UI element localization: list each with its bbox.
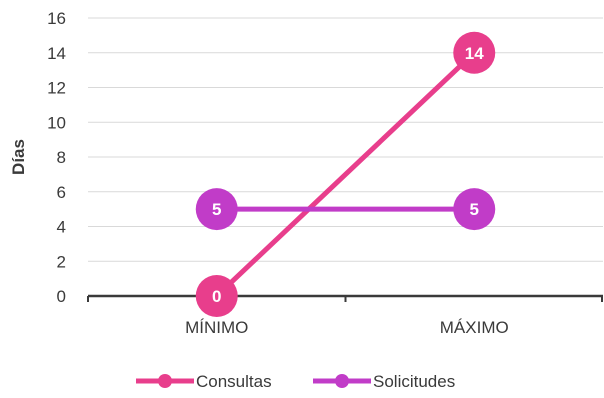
y-tick-label: 10: [47, 113, 66, 132]
data-label: 14: [465, 44, 484, 63]
legend: Consultas Solicitudes: [136, 372, 455, 391]
series-lines: 0 14 5 5: [195, 31, 496, 317]
x-axis: [87, 294, 603, 302]
y-tick-label: 0: [57, 287, 66, 306]
x-tick-label: MÁXIMO: [440, 318, 509, 337]
y-tick-label: 6: [57, 183, 66, 202]
y-axis-label: Días: [9, 139, 28, 175]
series-line-consultas: [214, 50, 477, 299]
y-tick-label: 4: [57, 218, 66, 237]
legend-swatch-marker: [158, 374, 172, 388]
legend-swatch-marker: [335, 374, 349, 388]
x-tick-label: MÍNIMO: [185, 318, 248, 337]
data-label: 5: [212, 200, 221, 219]
y-tick-label: 14: [47, 44, 66, 63]
legend-label: Consultas: [196, 372, 272, 391]
data-point-solicitudes: [453, 188, 496, 231]
data-point-consultas: [453, 31, 496, 74]
data-label: 5: [470, 200, 479, 219]
x-axis-ticks: MÍNIMO MÁXIMO: [185, 318, 509, 337]
y-tick-label: 8: [57, 148, 66, 167]
y-axis-ticks: 0 2 4 6 8 10 12 14 16: [47, 9, 66, 306]
y-tick-label: 16: [47, 9, 66, 28]
y-tick-label: 2: [57, 252, 66, 271]
gridlines: [88, 17, 603, 262]
data-label: 0: [212, 287, 221, 306]
y-tick-label: 12: [47, 79, 66, 98]
data-point-consultas: [195, 275, 238, 317]
data-point-solicitudes: [195, 188, 238, 231]
legend-label: Solicitudes: [373, 372, 455, 391]
